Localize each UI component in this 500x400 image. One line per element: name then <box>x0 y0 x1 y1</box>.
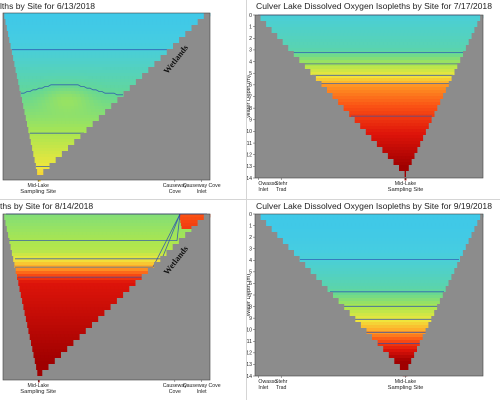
y-tick-label: 5 <box>249 270 252 276</box>
isopleth-contour-line <box>15 213 207 260</box>
x-site-label: Causeway Cove Inlet <box>183 183 221 195</box>
y-tick-label: 9 <box>249 316 252 322</box>
basin-wall-left <box>255 214 412 376</box>
panel-divider-vertical <box>246 0 247 400</box>
x-axis-label: Sampling Site <box>20 389 56 395</box>
x-site-label: Mid-Lake <box>28 383 49 389</box>
y-tick-label: 14 <box>247 176 252 182</box>
y-tick-label: 1 <box>249 24 252 30</box>
basin-wall-left <box>3 214 39 380</box>
x-site-label: Causeway Cove Inlet <box>183 383 221 395</box>
y-tick-label: 6 <box>249 83 252 89</box>
chart-title: lths by Site for 6/13/2018 <box>0 1 95 11</box>
y-tick-label: 11 <box>247 141 252 147</box>
chart-title: ths by Site for 8/14/2018 <box>0 201 93 211</box>
y-tick-label: 0 <box>249 212 252 218</box>
chart-panel-4: Culver Lake Dissolved Oxygen Isopleths b… <box>247 200 500 400</box>
y-tick-label: 2 <box>249 36 252 42</box>
y-tick-label: 7 <box>249 293 252 299</box>
y-tick-label: 4 <box>249 59 252 65</box>
chart-title: Culver Lake Dissolved Oxygen Isopleths b… <box>256 201 492 211</box>
x-site-label: Mid-Lake <box>395 379 416 385</box>
y-tick-label: 10 <box>247 129 252 135</box>
plot-frame <box>2 12 211 181</box>
y-tick-label: 2 <box>249 235 252 241</box>
y-tick-label: 3 <box>249 247 252 253</box>
chart-panel-1: lths by Site for 6/13/2018 Mid-Lake Causew… <box>0 0 246 199</box>
basin-wall-right <box>403 15 483 178</box>
y-tick-label: 8 <box>249 304 252 310</box>
y-tick-label: 8 <box>249 106 252 112</box>
y-tick-label: 0 <box>249 13 252 19</box>
y-tick-label: 13 <box>247 164 252 170</box>
x-site-label: Causeway Cove <box>163 383 188 395</box>
x-site-label: Stehr Trad <box>275 379 288 391</box>
x-site-label: Mid-Lake <box>28 183 49 189</box>
isopleth-contour-line <box>15 213 207 268</box>
x-site-label: Mid-Lake <box>395 181 416 187</box>
y-tick-label: 12 <box>247 153 252 159</box>
y-tick-label: 10 <box>247 328 252 334</box>
y-tick-label: 3 <box>249 48 252 54</box>
isopleth-contour-line <box>21 84 123 96</box>
y-tick-label: 9 <box>249 118 252 124</box>
x-site-label: Stehr Trad <box>275 181 288 193</box>
y-tick-label: 4 <box>249 258 252 264</box>
basin-wall-right <box>36 214 210 380</box>
y-axis-label: Water Depth (m) <box>247 75 252 118</box>
plot-frame <box>2 213 211 381</box>
chart-panel-3: ths by Site for 8/14/2018 Mid-Lake Causewa… <box>0 200 246 400</box>
y-tick-label: 6 <box>249 281 252 287</box>
basin-wall-left <box>3 13 39 180</box>
x-site-label: Owasso Inlet <box>258 379 277 391</box>
chart-panel-2: Culver Lake Dissolved Oxygen Isopleths b… <box>247 0 500 199</box>
x-site-label: Causeway Cove <box>163 183 188 195</box>
y-tick-label: 11 <box>247 339 252 345</box>
x-site-label: Owasso Inlet <box>258 181 277 193</box>
isopleth-chart-8-14: ths by Site for 8/14/2018 Mid-Lake Causewa… <box>0 201 221 395</box>
panel-divider-horizontal <box>0 199 500 200</box>
isopleth-contour-line <box>9 213 207 241</box>
x-axis-label: Sampling Site <box>388 187 424 193</box>
y-tick-label: 12 <box>247 351 252 357</box>
x-axis-label: Sampling Site <box>388 385 424 391</box>
y-tick-label: 13 <box>247 362 252 368</box>
isopleth-chart-9-19: Culver Lake Dissolved Oxygen Isopleths b… <box>247 201 492 391</box>
y-tick-label: 1 <box>249 223 252 229</box>
isopleth-chart-6-13: lths by Site for 6/13/2018 Mid-Lake Causew… <box>0 1 221 195</box>
isopleth-chart-7-17: Culver Lake Dissolved Oxygen Isopleths b… <box>247 1 492 193</box>
y-tick-label: 7 <box>249 94 252 100</box>
y-tick-label: 5 <box>249 71 252 77</box>
basin-wall-right <box>37 13 211 180</box>
basin-wall-left <box>255 15 411 178</box>
y-tick-label: 14 <box>247 374 252 380</box>
y-axis-label: Water Depth (m) <box>247 274 252 317</box>
chart-title: Culver Lake Dissolved Oxygen Isopleths b… <box>256 1 492 11</box>
x-axis-label: Sampling Site <box>20 189 56 195</box>
isopleth-heat-field <box>255 214 484 377</box>
